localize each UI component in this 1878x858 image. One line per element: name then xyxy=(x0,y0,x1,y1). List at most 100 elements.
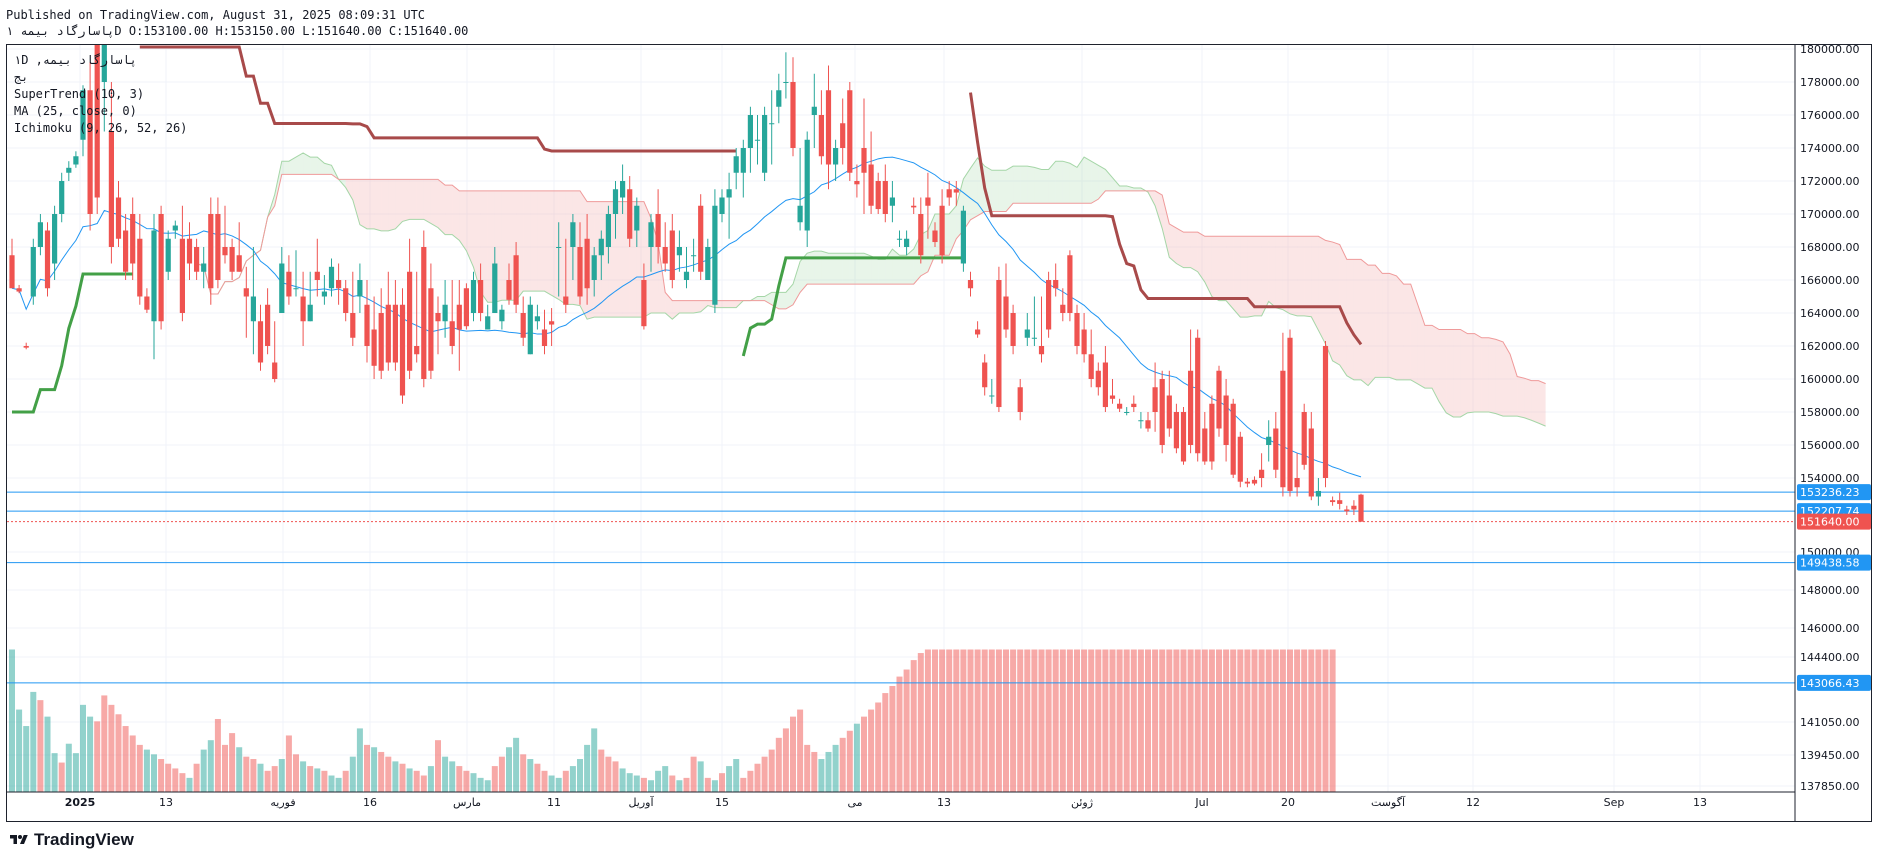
cloud-segment-bearish xyxy=(1240,236,1248,318)
volume-bar xyxy=(768,749,775,792)
legend-ichimoku[interactable]: Ichimoku (9, 26, 52, 26) xyxy=(14,121,188,135)
cloud-segment-bullish xyxy=(1006,166,1014,212)
volume-bar xyxy=(1031,649,1038,792)
candle-body xyxy=(811,106,817,115)
candle-body xyxy=(861,148,867,173)
legend-ma[interactable]: MA (25, close, 0) xyxy=(14,104,137,118)
cloud-segment-bearish xyxy=(700,300,708,312)
volume-bar xyxy=(151,754,157,792)
cloud-segment-bearish xyxy=(658,242,666,313)
cloud-segment-bearish xyxy=(374,179,382,231)
legend-exchange: بج xyxy=(14,70,29,84)
time-tick-label: 13 xyxy=(937,796,951,809)
candle-body xyxy=(506,280,512,300)
cloud-segment-bearish xyxy=(1190,232,1198,272)
volume-bar xyxy=(65,743,72,792)
candle xyxy=(257,304,264,371)
candle-body xyxy=(307,304,313,322)
cloud-segment-bearish xyxy=(1417,304,1425,389)
volume-bar xyxy=(1173,649,1180,792)
candle xyxy=(953,181,959,206)
candle-body xyxy=(478,280,484,313)
volume-bar xyxy=(541,770,548,792)
volume-bar xyxy=(420,775,427,792)
cloud-segment-bullish xyxy=(310,157,318,175)
candle xyxy=(1216,365,1222,437)
candle xyxy=(428,263,434,379)
cloud-segment-bearish xyxy=(1339,244,1347,376)
price-tick-label: 174000.00 xyxy=(1800,142,1860,155)
candle-body xyxy=(612,189,619,214)
candle-body xyxy=(272,362,278,379)
candle-body xyxy=(918,214,924,256)
volume-bar xyxy=(1045,649,1052,792)
candle-body xyxy=(1060,304,1066,313)
cloud-segment-bearish xyxy=(416,179,424,220)
candle-body xyxy=(1337,500,1343,504)
candle-body xyxy=(123,230,129,272)
cloud-segment-bearish xyxy=(402,179,410,222)
candle-body xyxy=(378,313,384,371)
candle-body xyxy=(1195,337,1201,454)
candle-body xyxy=(1308,428,1314,497)
candle xyxy=(747,106,753,173)
cloud-segment-bearish xyxy=(1219,236,1227,301)
volume-bar xyxy=(648,780,654,792)
candle xyxy=(123,214,129,280)
candle xyxy=(194,238,200,280)
cloud-segment-bearish xyxy=(1346,259,1354,380)
volume-bar xyxy=(321,770,328,792)
legend-symbol: ۱D ,پاسارگاد بیمه xyxy=(14,53,137,67)
candle-body xyxy=(875,181,881,210)
volume-bar xyxy=(868,709,875,792)
volume-bar xyxy=(1137,649,1144,792)
candle-body xyxy=(1095,370,1101,388)
candle xyxy=(1145,412,1151,432)
candle xyxy=(1223,379,1229,462)
candle-body xyxy=(1003,296,1009,330)
candle-body xyxy=(1351,505,1357,510)
candle-body xyxy=(620,181,626,198)
candle xyxy=(1053,263,1059,297)
cloud-segment-bullish xyxy=(1105,169,1113,191)
candle-body xyxy=(456,304,462,330)
candle-body xyxy=(762,115,768,173)
volume-bar xyxy=(1208,649,1215,792)
volume-bar xyxy=(981,649,988,792)
volume-bar xyxy=(236,747,243,792)
candle-body xyxy=(485,316,491,330)
cloud-segment-bearish xyxy=(352,179,360,225)
volume-bar xyxy=(1003,649,1009,792)
candle xyxy=(243,266,249,338)
cloud-segment-bullish xyxy=(842,253,850,285)
candle xyxy=(1209,395,1215,470)
candle xyxy=(80,85,86,157)
candle-body xyxy=(144,296,150,310)
volume-bar xyxy=(598,749,605,792)
cloud-segment-bullish xyxy=(828,253,836,285)
volume-bar xyxy=(30,691,37,792)
candle xyxy=(527,296,533,355)
cloud-segment-bullish xyxy=(1013,166,1021,204)
candle xyxy=(165,230,171,280)
candle xyxy=(1081,313,1087,363)
candle-body xyxy=(66,167,72,173)
legend-supertrend[interactable]: SuperTrend (10, 3) xyxy=(14,87,145,101)
candle xyxy=(605,205,611,264)
cloud-segment-bearish xyxy=(1460,329,1468,417)
candle xyxy=(229,238,235,280)
volume-bar xyxy=(548,775,555,792)
candle-body xyxy=(229,247,235,272)
candle xyxy=(1237,431,1243,488)
candle-body xyxy=(16,288,22,292)
tradingview-brand[interactable]: TradingView xyxy=(8,830,134,850)
price-tick-label: 160000.00 xyxy=(1800,373,1860,386)
candle-body xyxy=(1223,395,1229,445)
candle-body xyxy=(328,266,335,289)
candle-body xyxy=(513,255,519,305)
last-price-label-bg xyxy=(1797,513,1871,530)
candle xyxy=(769,90,775,165)
candle-body xyxy=(321,291,327,297)
candle-body xyxy=(300,296,306,322)
